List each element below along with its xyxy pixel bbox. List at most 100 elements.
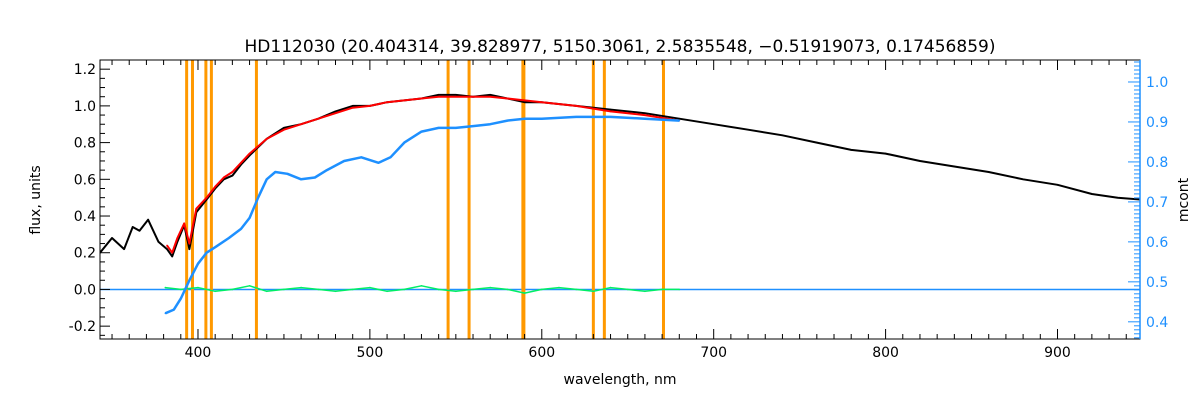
series-observed-point	[351, 105, 354, 107]
y-tick-label: 1.0	[74, 99, 96, 115]
series-observed-point	[712, 123, 715, 126]
series-residual-point	[540, 288, 543, 291]
series-residual-point	[164, 286, 167, 289]
series-observed-point	[166, 248, 168, 250]
series-continuum-point	[360, 156, 363, 159]
series-model-line	[166, 95, 680, 254]
series-residual-point	[437, 288, 440, 291]
series-residual-point	[626, 288, 629, 291]
y-tick-label: -0.2	[69, 319, 96, 335]
x-tick-label: 500	[357, 345, 384, 361]
series-model-point	[523, 99, 526, 102]
series-continuum-point	[164, 312, 167, 315]
series-model-point	[205, 196, 208, 199]
series-continuum-point	[214, 246, 216, 249]
series-residual-point	[386, 290, 388, 293]
series-continuum-point	[240, 228, 242, 230]
chart-title: HD112030 (20.404314, 39.828977, 5150.306…	[245, 37, 996, 57]
series-model-point	[334, 112, 337, 115]
series-residual-point	[558, 286, 560, 289]
series-model-point	[248, 152, 251, 155]
series-continuum-point	[678, 119, 681, 122]
series-continuum-point	[377, 161, 380, 164]
series-residual-point	[231, 288, 234, 291]
series-continuum-point	[228, 237, 230, 239]
series-continuum-point	[188, 279, 191, 282]
series-residual-point	[265, 290, 268, 293]
series-model-point	[540, 101, 543, 104]
series-residual-point	[334, 290, 337, 293]
y-right-tick-label: 0.6	[1146, 235, 1168, 251]
series-observed-point	[1022, 178, 1024, 181]
series-observed-point	[231, 174, 234, 177]
series-observed-point	[147, 218, 149, 221]
x-tick-label: 800	[872, 345, 899, 361]
series-continuum-point	[326, 169, 328, 171]
series-residual-point	[592, 290, 595, 293]
series-model-point	[575, 105, 577, 107]
series-residual-point	[403, 288, 406, 291]
y-tick-label: 0.4	[74, 209, 96, 225]
series-model-point	[283, 128, 285, 131]
series-model-point	[222, 176, 225, 179]
series-residual-point	[420, 284, 423, 287]
series-continuum-point	[286, 173, 289, 175]
series-observed-point	[455, 94, 457, 96]
series-model-point	[609, 110, 612, 113]
x-tick-label: 600	[528, 345, 555, 361]
series-observed-point	[609, 108, 612, 111]
series-model-point	[166, 244, 168, 247]
series-continuum-point	[197, 262, 199, 265]
series-model-point	[214, 185, 216, 188]
series-residual-point	[661, 288, 663, 291]
x-axis-label: wavelength, nm	[564, 372, 677, 388]
series-residual-point	[575, 288, 577, 291]
series-observed-point	[437, 94, 440, 96]
series-model-point	[300, 123, 302, 126]
series-observed-point	[850, 149, 853, 151]
series-model-point	[183, 222, 186, 225]
series-observed-point	[1056, 184, 1059, 186]
series-model-point	[351, 106, 354, 109]
series-observed-point	[884, 152, 887, 155]
series-observed-point	[747, 128, 749, 131]
y-right-tick-label: 0.9	[1146, 115, 1168, 131]
series-model-point	[231, 171, 234, 173]
series-model-point	[403, 99, 406, 102]
series-continuum-line	[164, 115, 680, 315]
series-observed-point	[111, 237, 113, 239]
series-residual-point	[317, 288, 320, 291]
series-observed-point	[523, 101, 526, 104]
series-continuum-point	[314, 176, 316, 179]
series-model-point	[171, 251, 173, 254]
y-tick-label: 1.2	[74, 62, 96, 78]
series-model-point	[369, 105, 371, 107]
series-residual-point	[455, 290, 457, 293]
series-observed-point	[131, 226, 134, 228]
series-observed-point	[157, 240, 160, 243]
y-axis-right-label: mcont	[1176, 177, 1192, 222]
y-right-tick-label: 0.7	[1146, 195, 1168, 211]
series-residual-point	[369, 286, 371, 289]
series-continuum-point	[389, 156, 392, 159]
y-tick-label: 0.6	[74, 172, 96, 188]
series-residual-point	[197, 286, 199, 289]
series-observed-point	[171, 255, 173, 258]
series-residual-point	[678, 288, 681, 291]
series-continuum-point	[540, 117, 543, 120]
series-continuum-point	[248, 217, 251, 219]
series-continuum-point	[300, 178, 302, 181]
x-tick-label: 700	[700, 345, 727, 361]
series-residual-point	[472, 288, 474, 291]
series-residual-point	[523, 292, 526, 294]
series-observed-point	[489, 94, 492, 96]
series-residual-point	[489, 286, 492, 289]
series-model-point	[437, 95, 440, 98]
series-observed-point	[188, 248, 191, 250]
series-model-point	[506, 97, 509, 100]
series-observed-point	[987, 171, 990, 173]
series-residual-point	[283, 288, 285, 291]
x-tick-label: 900	[1044, 345, 1071, 361]
series-residual-point	[214, 290, 216, 293]
